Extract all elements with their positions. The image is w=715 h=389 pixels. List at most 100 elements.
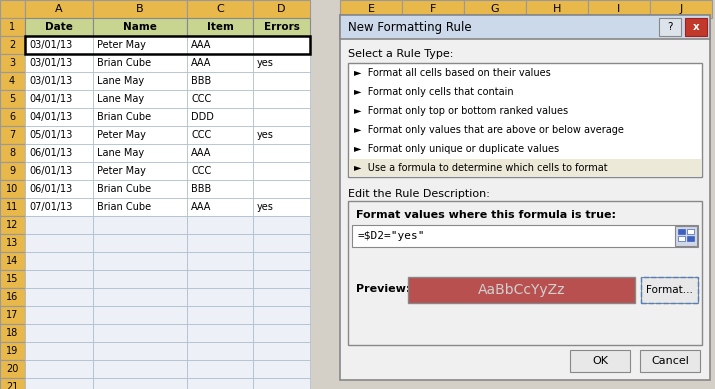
Text: =$D2="yes": =$D2="yes" (358, 231, 425, 241)
Bar (588, 0, 650, 18)
Text: J: J (679, 4, 683, 14)
Text: DDD: DDD (191, 112, 214, 122)
Bar (187, 0, 253, 18)
Bar (0, 180, 25, 198)
Bar (93, 360, 187, 378)
Text: 06/01/13: 06/01/13 (29, 184, 72, 194)
Text: 07/01/13: 07/01/13 (29, 202, 72, 212)
Bar (187, 18, 253, 36)
Text: Preview:: Preview: (356, 284, 410, 294)
Bar (253, 252, 310, 270)
Bar (675, 226, 697, 246)
Bar (93, 36, 187, 54)
Bar (348, 201, 702, 345)
Text: 06/01/13: 06/01/13 (29, 166, 72, 176)
Bar (0, 144, 25, 162)
Text: F: F (430, 4, 436, 14)
Bar (687, 229, 694, 234)
Bar (25, 342, 93, 360)
Text: ?: ? (667, 22, 673, 32)
Bar (25, 288, 93, 306)
Text: New Formatting Rule: New Formatting Rule (348, 21, 472, 33)
Bar (253, 360, 310, 378)
Text: yes: yes (257, 58, 274, 68)
Text: Brian Cube: Brian Cube (97, 58, 151, 68)
Text: 13: 13 (6, 238, 18, 248)
Bar (464, 0, 526, 18)
Bar (187, 234, 253, 252)
Bar (187, 360, 253, 378)
Bar (187, 108, 253, 126)
Bar (93, 324, 187, 342)
Bar (25, 54, 93, 72)
Text: 7: 7 (9, 130, 15, 140)
Text: 06/01/13: 06/01/13 (29, 148, 72, 158)
Text: C: C (216, 4, 224, 14)
Text: Date: Date (45, 22, 73, 32)
Bar (641, 277, 698, 303)
Bar (187, 90, 253, 108)
Bar (25, 144, 93, 162)
Text: Lane May: Lane May (97, 148, 144, 158)
Bar (253, 54, 310, 72)
Text: Brian Cube: Brian Cube (97, 202, 151, 212)
Bar (187, 324, 253, 342)
Text: 17: 17 (6, 310, 18, 320)
Text: 6: 6 (9, 112, 15, 122)
Text: 03/01/13: 03/01/13 (29, 58, 72, 68)
Bar (93, 126, 187, 144)
Text: yes: yes (257, 130, 274, 140)
Text: Format...: Format... (646, 285, 693, 295)
Text: AAA: AAA (191, 148, 212, 158)
Text: AAA: AAA (191, 58, 212, 68)
Text: BBB: BBB (191, 76, 211, 86)
Text: 18: 18 (6, 328, 18, 338)
Bar (253, 108, 310, 126)
Bar (0, 36, 25, 54)
Bar (187, 36, 253, 54)
Bar (187, 198, 253, 216)
Bar (93, 180, 187, 198)
Bar (25, 270, 93, 288)
Bar (253, 0, 310, 18)
Bar (253, 306, 310, 324)
Bar (0, 306, 25, 324)
Bar (352, 225, 698, 247)
Text: AaBbCcYyZz: AaBbCcYyZz (478, 283, 566, 297)
Text: I: I (617, 4, 621, 14)
Text: 04/01/13: 04/01/13 (29, 112, 72, 122)
Text: Peter May: Peter May (97, 40, 146, 50)
Text: 03/01/13: 03/01/13 (29, 76, 72, 86)
Bar (187, 270, 253, 288)
Text: Lane May: Lane May (97, 76, 144, 86)
Bar (93, 54, 187, 72)
Bar (685, 18, 707, 36)
Bar (25, 0, 93, 18)
Bar (187, 378, 253, 389)
Bar (93, 18, 187, 36)
Bar (678, 236, 685, 241)
Text: 05/01/13: 05/01/13 (29, 130, 72, 140)
Bar (526, 0, 588, 18)
Bar (0, 108, 25, 126)
Bar (25, 324, 93, 342)
Text: Errors: Errors (264, 22, 300, 32)
Bar (187, 252, 253, 270)
Bar (253, 90, 310, 108)
Bar (0, 216, 25, 234)
Bar (253, 36, 310, 54)
Bar (253, 270, 310, 288)
Bar (640, 350, 700, 372)
Bar (93, 0, 187, 18)
Bar (659, 18, 681, 36)
Bar (0, 126, 25, 144)
Bar (340, 15, 710, 39)
Text: 5: 5 (9, 94, 15, 104)
Text: Cancel: Cancel (651, 356, 689, 366)
Bar (25, 378, 93, 389)
Bar (349, 159, 701, 176)
Text: Peter May: Peter May (97, 130, 146, 140)
Bar (253, 234, 310, 252)
Bar (253, 288, 310, 306)
Bar (93, 270, 187, 288)
